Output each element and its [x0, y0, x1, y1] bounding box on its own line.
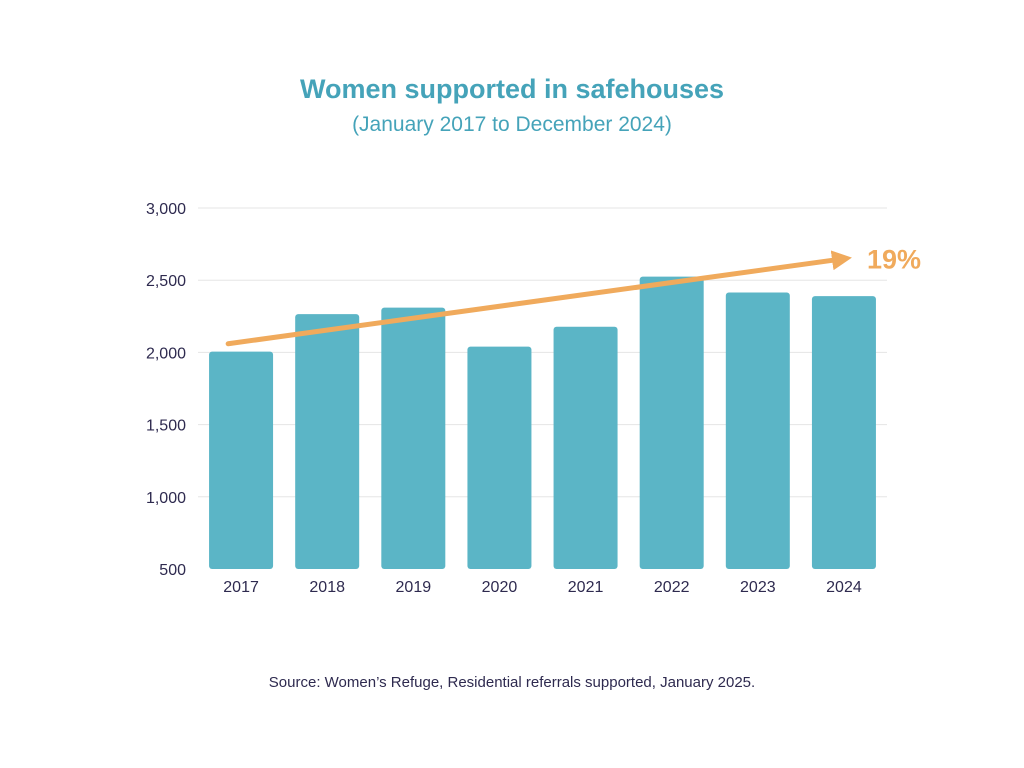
bar: [381, 307, 446, 569]
bar: [295, 314, 360, 569]
x-tick-label: 2020: [482, 579, 518, 596]
y-tick-label: 1,500: [146, 418, 186, 435]
y-tick-label: 500: [159, 562, 186, 579]
bar: [811, 296, 876, 569]
y-tick-label: 2,500: [146, 273, 186, 290]
bar: [639, 276, 704, 569]
x-tick-label: 2022: [654, 579, 690, 596]
source-note: Source: Women’s Refuge, Residential refe…: [268, 674, 756, 691]
y-tick-label: 3,000: [146, 201, 186, 218]
x-tick-label: 2018: [309, 579, 345, 596]
x-tick-label: 2023: [740, 579, 776, 596]
trend-label: 19%: [867, 245, 921, 275]
bar: [553, 326, 618, 569]
y-tick-label: 2,000: [146, 345, 186, 362]
chart-subtitle: (January 2017 to December 2024): [352, 113, 672, 136]
chart-title: Women supported in safehouses: [299, 74, 725, 104]
bar: [725, 292, 790, 569]
y-tick-label: 1,000: [146, 490, 186, 507]
x-tick-label: 2019: [396, 579, 432, 596]
x-tick-label: 2024: [826, 579, 862, 596]
x-tick-label: 2017: [223, 579, 259, 596]
bar: [209, 351, 274, 569]
trend-arrow: [225, 250, 852, 347]
x-tick-label: 2021: [568, 579, 604, 596]
bar: [467, 346, 532, 569]
